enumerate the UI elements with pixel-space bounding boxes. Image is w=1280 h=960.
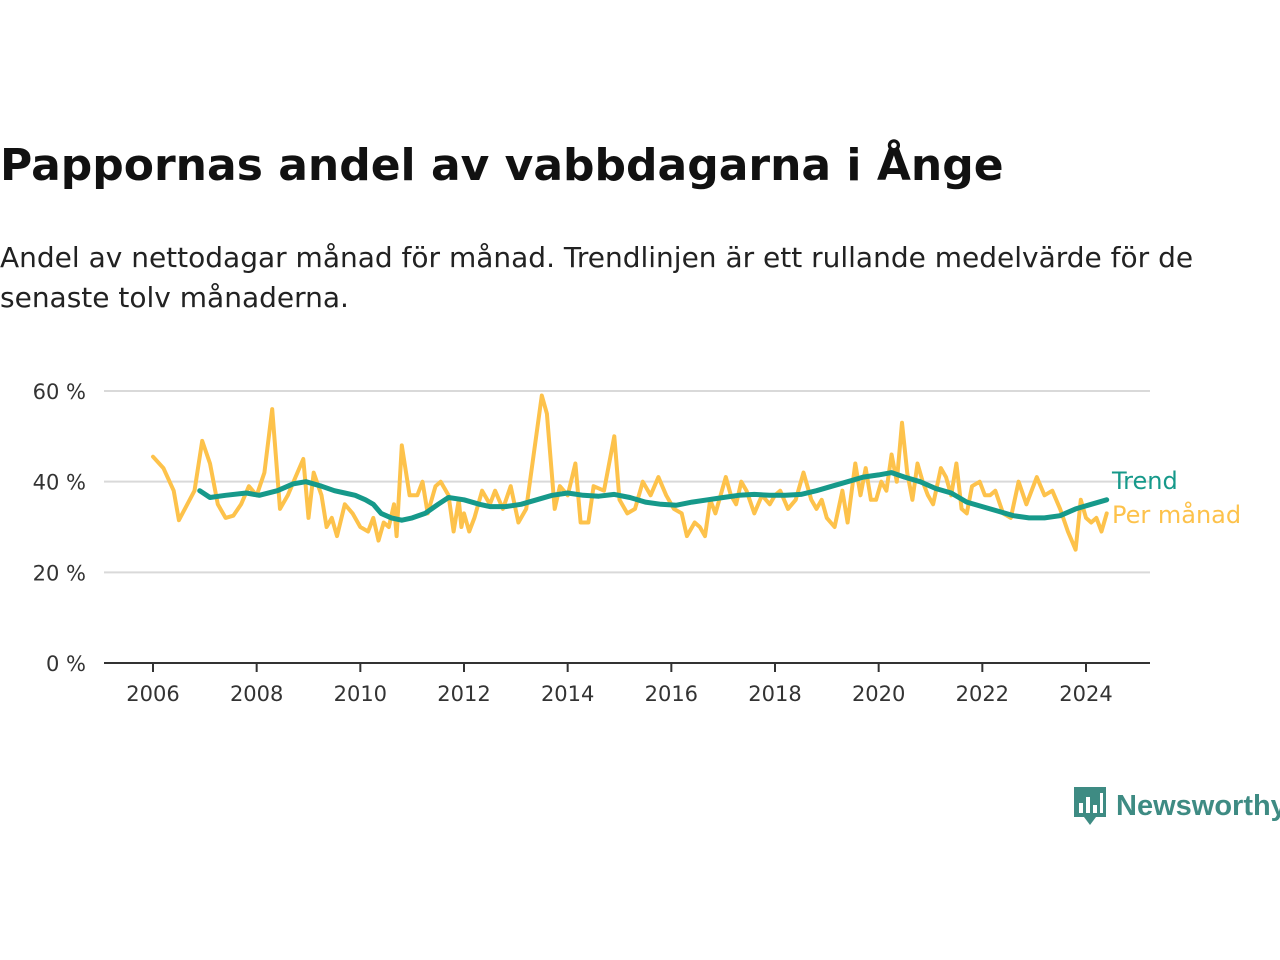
newsworthy-logo-icon — [1074, 787, 1106, 825]
newsworthy-logo: Newsworthy — [1072, 784, 1280, 828]
x-tick-label: 2014 — [541, 682, 594, 706]
y-tick-label: 60 % — [33, 380, 86, 404]
series-lines — [151, 393, 1110, 552]
chart-subtitle: Andel av nettodagar månad för månad. Tre… — [0, 241, 1194, 314]
x-tick-label: 2018 — [748, 682, 801, 706]
x-tick-label: 2024 — [1059, 682, 1112, 706]
x-tick-label: 2016 — [645, 682, 698, 706]
y-tick-label: 40 % — [33, 471, 86, 495]
series-label-trend: Trend — [1111, 467, 1178, 495]
x-tick-label: 2022 — [956, 682, 1009, 706]
x-tick-label: 2020 — [852, 682, 905, 706]
series-line-per-manad — [151, 393, 1109, 552]
brand-name: Newsworthy — [1116, 789, 1280, 822]
line-chart: 0 % 20 % 40 % 60 % 2006 2008 2010 2012 2014 2016… — [33, 380, 1241, 706]
x-tick-label: 2006 — [126, 682, 179, 706]
y-tick-label: 20 % — [33, 561, 86, 585]
chart-title: Pappornas andel av vabbdagarna i Ånge — [0, 140, 1004, 191]
x-tick-label: 2008 — [230, 682, 283, 706]
y-tick-label: 0 % — [46, 652, 86, 676]
x-tick-label: 2010 — [334, 682, 387, 706]
x-axis-labels: 2006 2008 2010 2012 2014 2016 2018 2020 2022 2024 — [126, 663, 1113, 706]
series-labels: Trend Per månad — [1111, 467, 1241, 529]
y-axis-labels: 0 % 20 % 40 % 60 % — [33, 380, 86, 676]
x-tick-label: 2012 — [437, 682, 490, 706]
gridlines — [104, 390, 1150, 664]
series-label-per-manad: Per månad — [1112, 500, 1241, 529]
series-line-trend — [197, 470, 1110, 523]
